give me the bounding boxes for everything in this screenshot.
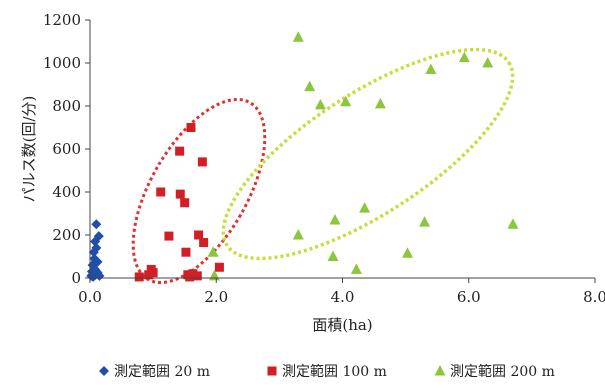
axes: 0.0 2.0 4.0 6.0 8.0 0 200 400 600 800 1000 1200 面積(h…	[20, 11, 605, 334]
data-point	[458, 51, 470, 63]
x-axis-title: 面積(ha)	[312, 316, 372, 334]
legend-label: 測定範囲 20 m	[114, 363, 210, 380]
y-tick-label: 1000	[43, 54, 81, 72]
data-point	[175, 189, 185, 199]
data-point	[359, 202, 371, 213]
data-point	[292, 31, 304, 42]
data-point	[199, 238, 209, 248]
data-point	[194, 230, 204, 240]
data-point	[482, 57, 494, 68]
data-point	[327, 250, 339, 261]
legend: 測定範囲 20 m 測定範囲 100 m 測定範囲 200 m	[99, 363, 555, 380]
y-tick-label: 800	[52, 97, 81, 115]
y-tick-label: 600	[52, 140, 81, 158]
y-tick-label: 1200	[43, 11, 81, 29]
data-point	[207, 246, 219, 257]
legend-marker-square	[267, 366, 277, 376]
data-point	[92, 256, 103, 267]
series-diamond	[86, 219, 105, 282]
data-point	[197, 157, 207, 167]
data-point	[304, 80, 316, 92]
x-tick-label: 6.0	[457, 288, 481, 306]
cluster-ellipse-100m	[131, 97, 267, 285]
legend-label: 測定範囲 100 m	[282, 363, 387, 380]
data-point	[374, 97, 386, 109]
data-point	[507, 218, 519, 229]
series-square	[134, 123, 224, 282]
legend-label: 測定範囲 200 m	[450, 363, 555, 380]
x-tick-label: 8.0	[583, 288, 605, 306]
data-point	[156, 187, 166, 197]
x-tick-label: 2.0	[204, 288, 228, 306]
data-point	[402, 247, 414, 258]
data-point	[181, 247, 191, 257]
data-point	[292, 229, 304, 240]
data-point	[340, 95, 352, 107]
data-point	[175, 146, 185, 156]
y-tick-label: 0	[71, 269, 81, 287]
y-axis-title: パルス数(回/分)	[20, 96, 38, 203]
data-point	[214, 262, 224, 272]
cluster-ellipse-200m	[221, 47, 515, 261]
data-point	[164, 231, 174, 241]
legend-marker-diamond	[99, 366, 109, 376]
legend-marker-triangle	[434, 365, 446, 376]
data-point	[192, 271, 202, 281]
data-point	[91, 242, 102, 253]
data-point	[134, 272, 144, 282]
plot-area	[86, 31, 519, 282]
cluster-highlights	[131, 47, 515, 285]
data-point	[148, 268, 158, 278]
data-point	[91, 219, 102, 230]
y-tick-label: 400	[52, 183, 81, 201]
y-tick-label: 200	[52, 226, 81, 244]
series-triangle	[207, 31, 519, 281]
data-point	[419, 216, 431, 227]
data-point	[93, 231, 104, 242]
x-tick-label: 0.0	[78, 288, 102, 306]
data-point	[186, 123, 196, 132]
data-point	[180, 198, 190, 208]
x-tick-label: 4.0	[331, 288, 355, 306]
data-point	[425, 63, 437, 74]
data-point	[329, 213, 341, 225]
data-point	[314, 98, 326, 110]
data-point	[350, 263, 362, 274]
